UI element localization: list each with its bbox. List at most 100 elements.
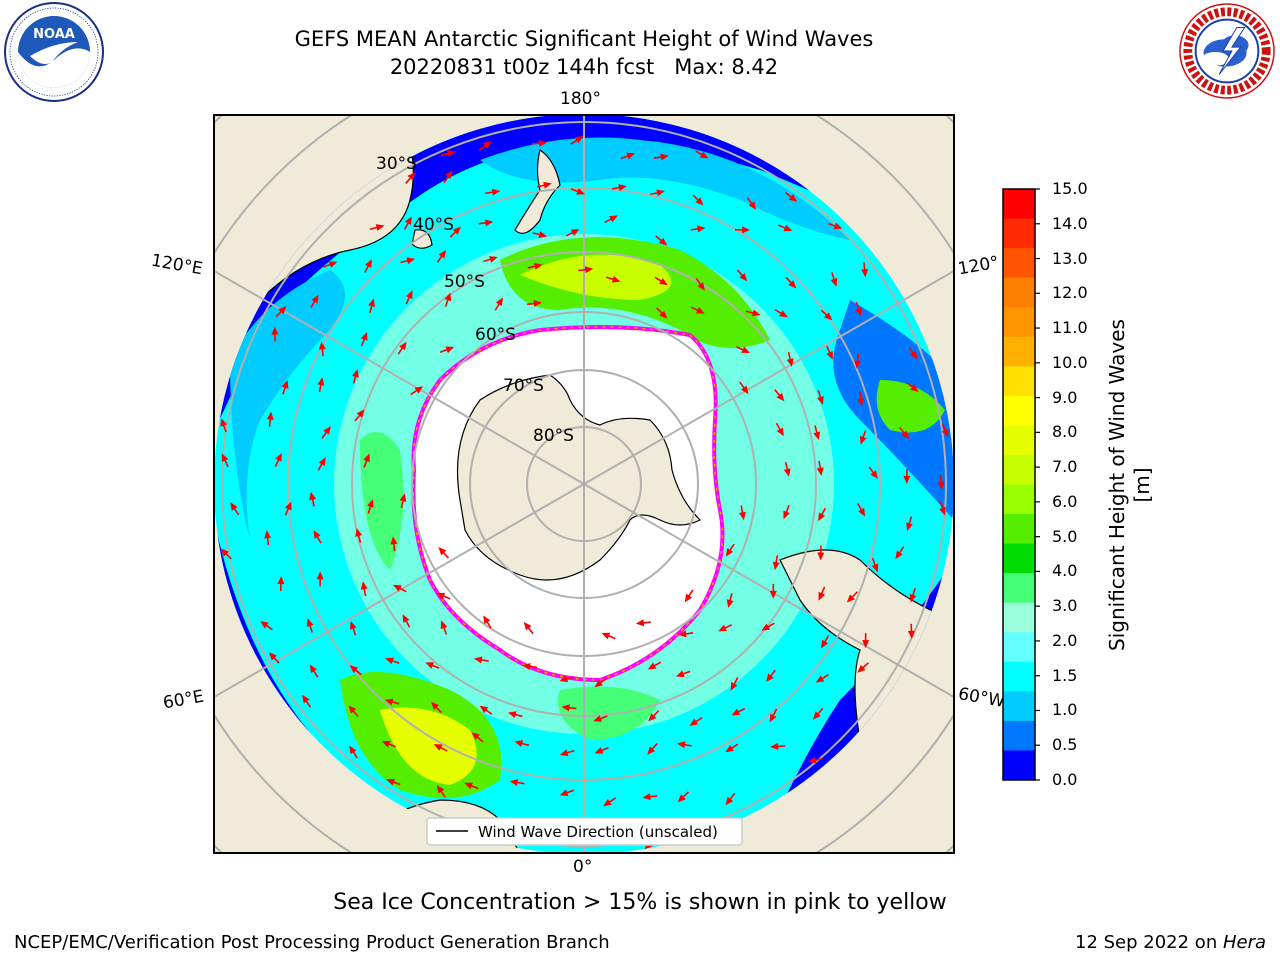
wind-wave-arrow [689, 716, 703, 726]
wind-wave-arrow [310, 294, 319, 309]
wind-wave-arrow [868, 466, 878, 479]
wind-wave-arrow [678, 630, 694, 638]
wind-wave-arrow [386, 778, 401, 786]
colorbar-tick-label: 1.5 [1052, 665, 1078, 685]
colorbar-segment [1003, 484, 1035, 515]
colorbar-segment [1003, 720, 1035, 751]
colorbar-tick-label: 0.0 [1052, 770, 1078, 789]
wind-wave-arrow [402, 614, 411, 628]
wind-wave-arrow [862, 633, 870, 649]
wind-wave-arrow [725, 792, 736, 806]
lat-label-40s: 40°S [413, 215, 454, 235]
wind-wave-arrow [730, 677, 739, 691]
wind-wave-arrow [485, 188, 501, 196]
wind-wave-arrow [360, 581, 368, 597]
nws-logo-icon [1179, 3, 1275, 99]
wind-wave-arrow [268, 652, 280, 664]
map-subtitle-forecast: 20220831 t00z 144h fcst Max: 8.42 [389, 55, 779, 79]
map-frame [213, 114, 955, 854]
wind-wave-arrow [818, 586, 826, 601]
wind-wave-arrow [275, 306, 287, 318]
wind-wave-arrow [349, 665, 362, 676]
wind-wave-arrow [854, 353, 862, 369]
wind-wave-arrow [604, 215, 618, 224]
colorbar-tick-label: 6.0 [1052, 491, 1078, 511]
wind-wave-arrow [532, 139, 548, 147]
wind-wave-arrow [859, 430, 867, 445]
wind-wave-arrow [653, 153, 669, 161]
wind-wave-arrow [405, 290, 413, 305]
wind-wave-arrow [430, 701, 442, 714]
wind-wave-arrow [352, 369, 359, 384]
colorbar-tick-label: 10.0 [1052, 352, 1088, 372]
wind-wave-arrow [369, 224, 385, 231]
wind-wave-arrow [856, 503, 866, 517]
wind-wave-arrow [908, 346, 918, 360]
wind-wave-arrow [317, 457, 326, 471]
wind-wave-arrow [718, 624, 733, 632]
wind-wave-arrow [774, 389, 785, 402]
wind-wave-arrow [654, 276, 668, 286]
wind-wave-arrow [537, 181, 552, 189]
colorbar-segment [1003, 602, 1035, 633]
wind-wave-arrow [260, 621, 273, 631]
colorbar-segment [1003, 573, 1035, 604]
antarctica-land [456, 374, 702, 581]
wind-wave-arrow [436, 784, 446, 798]
colorbar-segment [1003, 218, 1035, 249]
wind-wave-arrow [220, 548, 232, 560]
wind-wave-arrow [695, 150, 709, 159]
wind-wave-arrow [857, 662, 869, 673]
wind-wave-arrow [647, 661, 662, 670]
wind-wave-arrow [444, 292, 452, 307]
wind-wave-arrow [509, 779, 525, 786]
wind-wave-arrow [907, 623, 915, 639]
wind-wave-arrow [648, 710, 660, 722]
noaa-logo-icon: NOAA [4, 2, 104, 102]
wind-wave-arrow [349, 620, 357, 636]
wind-wave-arrow [284, 501, 292, 516]
wind-wave-arrow [650, 189, 665, 197]
wind-wave-arrow [735, 226, 751, 234]
footer-date: 12 Sep 2022 on Hera [1075, 932, 1266, 953]
wind-wave-arrow [783, 505, 790, 520]
wind-wave-arrow [655, 235, 668, 246]
colorbar-tick-label: 12.0 [1052, 283, 1088, 303]
colorbar-tick-label: 2.0 [1052, 630, 1078, 650]
wind-wave-arrow [483, 256, 498, 263]
wind-wave-arrow [302, 694, 312, 708]
wind-wave-arrow [656, 307, 668, 319]
wind-wave-arrow [317, 377, 325, 393]
wind-wave-arrow [635, 619, 651, 627]
wind-wave-arrow [731, 707, 746, 716]
wave-field-mid-north [480, 137, 850, 240]
colorbar-segment [1003, 395, 1035, 426]
graticule [214, 115, 954, 853]
wind-wave-arrow [594, 677, 608, 688]
wave-field-mid-west [230, 270, 345, 540]
colorbar-tick-label: 3.0 [1052, 596, 1078, 616]
wind-wave-arrow [230, 502, 240, 516]
wind-wave-arrow [807, 756, 823, 764]
wind-wave-arrow [348, 705, 359, 718]
wind-wave-arrow [438, 546, 450, 559]
wind-wave-arrow [784, 191, 798, 202]
wind-wave-arrow [221, 453, 229, 468]
wind-wave-arrow [692, 194, 704, 206]
wind-wave-arrow [473, 656, 489, 664]
colorbar-segment [1003, 750, 1035, 781]
wind-wave-arrow [725, 743, 739, 753]
wind-wave-arrow [349, 745, 358, 759]
wind-wave-arrow [264, 530, 272, 546]
wind-wave-arrow [316, 571, 324, 587]
wind-wave-arrow [494, 297, 503, 311]
wind-wave-arrow [363, 453, 370, 468]
wind-wave-arrow [464, 782, 479, 790]
wind-wave-arrow [323, 261, 338, 268]
wind-wave-arrow [895, 546, 905, 560]
wind-wave-arrow [695, 277, 705, 291]
map-legend: Wind Wave Direction (unscaled) [426, 817, 743, 846]
wind-wave-arrow [813, 425, 821, 441]
wind-wave-arrow [313, 530, 322, 544]
